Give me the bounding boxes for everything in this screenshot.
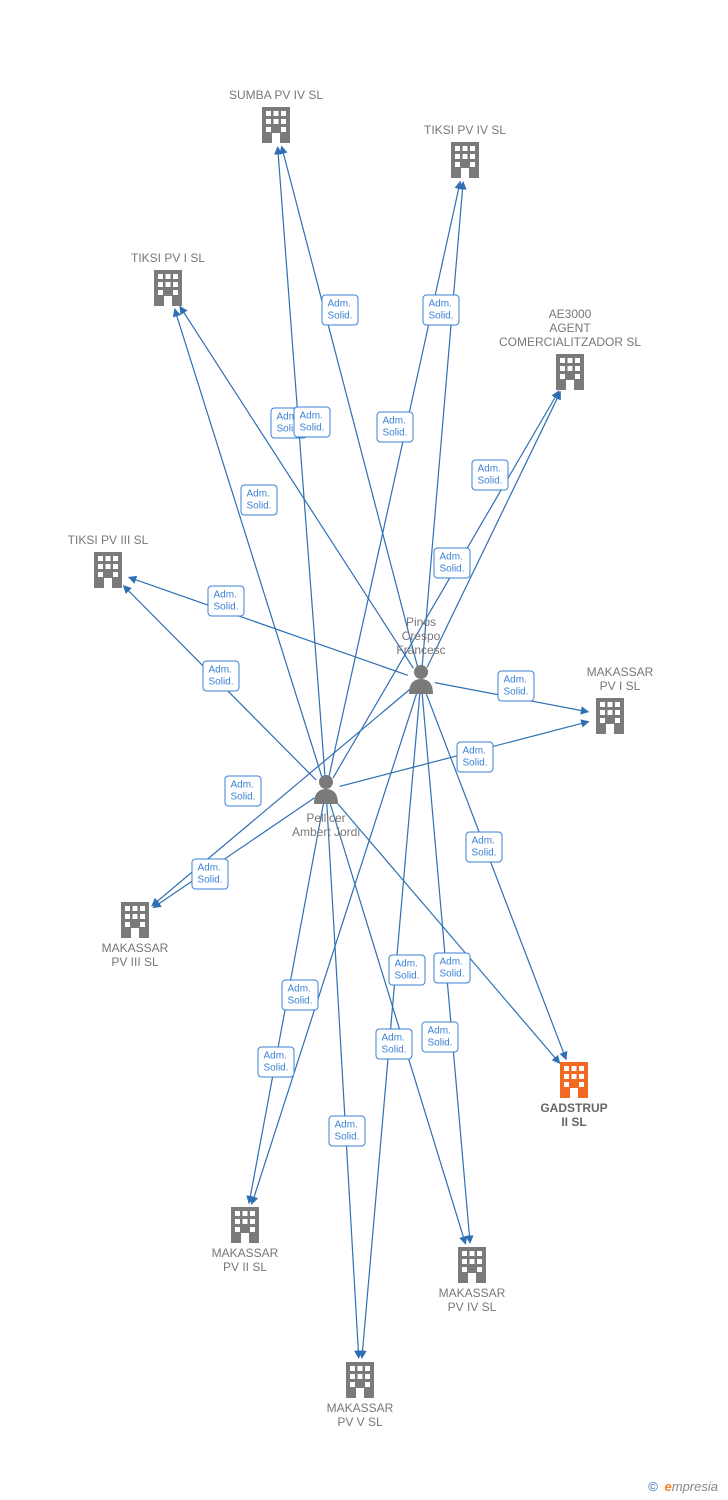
company-label: MAKASSAR PV V SL: [327, 1402, 394, 1430]
edge-label: Adm. Solid.: [376, 412, 413, 443]
building-icon[interactable]: [556, 354, 584, 390]
edge-label: Adm. Solid.: [328, 1116, 365, 1147]
copyright: © empresia: [648, 1479, 718, 1494]
edge: [422, 182, 463, 666]
edge: [278, 147, 325, 776]
person-icon[interactable]: [409, 665, 433, 694]
company-label: MAKASSAR PV II SL: [212, 1247, 279, 1275]
edge-label: Adm. Solid.: [281, 980, 318, 1011]
edge: [153, 798, 314, 908]
company-label: MAKASSAR PV III SL: [102, 942, 169, 970]
edge-label: Adm. Solid.: [207, 586, 244, 617]
brand-rest: mpresia: [672, 1479, 718, 1494]
building-icon[interactable]: [596, 698, 624, 734]
building-icon[interactable]: [154, 270, 182, 306]
edge-label: Adm. Solid.: [471, 460, 508, 491]
edge-label: Adm. Solid.: [321, 295, 358, 326]
building-icon[interactable]: [121, 902, 149, 938]
building-icon[interactable]: [560, 1062, 588, 1098]
edge: [427, 392, 560, 668]
edge-label: Adm. Solid.: [456, 742, 493, 773]
edge-label: Adm. Solid.: [257, 1047, 294, 1078]
person-label: Pellicer Ambert Jordi: [292, 812, 360, 840]
network-graph: [0, 0, 728, 1500]
company-label: TIKSI PV III SL: [68, 534, 149, 548]
edge: [329, 181, 460, 776]
brand-first-letter: e: [665, 1479, 672, 1494]
edge-label: Adm. Solid.: [497, 671, 534, 702]
edge: [362, 694, 420, 1358]
building-icon[interactable]: [451, 142, 479, 178]
edge-label: Adm. Solid.: [433, 548, 470, 579]
company-label: TIKSI PV I SL: [131, 252, 205, 266]
edge-label: Adm. Solid.: [293, 407, 330, 438]
edge-label: Adm. Solid.: [388, 955, 425, 986]
edge: [426, 693, 566, 1059]
company-label: GADSTRUP II SL: [540, 1102, 607, 1130]
building-icon[interactable]: [94, 552, 122, 588]
edge: [129, 577, 408, 675]
edge-label: Adm. Solid.: [240, 485, 277, 516]
edge-label: Adm. Solid.: [433, 953, 470, 984]
edge: [175, 309, 322, 777]
company-label: TIKSI PV IV SL: [424, 124, 506, 138]
building-icon[interactable]: [231, 1207, 259, 1243]
copyright-symbol: ©: [648, 1479, 658, 1494]
person-icon[interactable]: [314, 775, 338, 804]
company-label: MAKASSAR PV I SL: [587, 666, 654, 694]
building-icon[interactable]: [262, 107, 290, 143]
building-icon[interactable]: [346, 1362, 374, 1398]
edge: [333, 391, 559, 778]
person-label: Pinos Crespo Francesc: [396, 616, 445, 657]
company-label: AE3000 AGENT COMERCIALITZADOR SL: [499, 308, 641, 349]
edge-label: Adm. Solid.: [422, 295, 459, 326]
edge-label: Adm. Solid.: [421, 1022, 458, 1053]
edge-label: Adm. Solid.: [202, 661, 239, 692]
building-icon[interactable]: [458, 1247, 486, 1283]
company-label: SUMBA PV IV SL: [229, 89, 323, 103]
company-label: MAKASSAR PV IV SL: [439, 1287, 506, 1315]
edge-label: Adm. Solid.: [224, 776, 261, 807]
edge-label: Adm. Solid.: [375, 1029, 412, 1060]
edge-label: Adm. Solid.: [465, 832, 502, 863]
edge-label: Adm. Solid.: [191, 859, 228, 890]
